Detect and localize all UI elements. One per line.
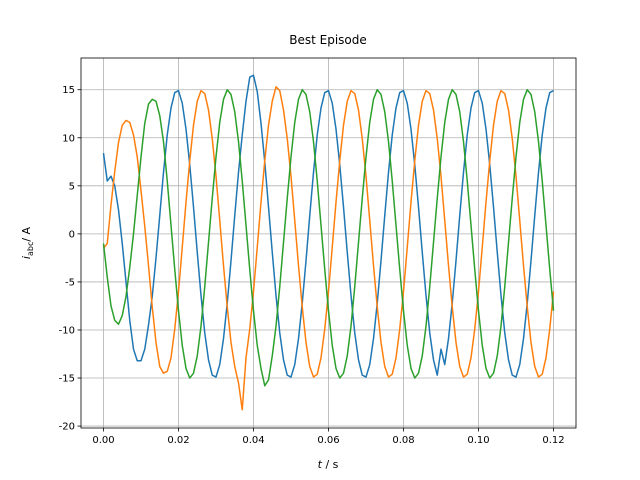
- x-label-unit: / s: [325, 458, 338, 471]
- y-tick-label: 10: [62, 133, 75, 144]
- series-line: [102, 74, 554, 378]
- y-label-subscript: abc: [26, 242, 35, 256]
- x-axis-label: t / s: [318, 458, 339, 471]
- series-line: [102, 88, 555, 387]
- series-line: [102, 86, 555, 411]
- y-tick-label: 5: [69, 181, 75, 192]
- x-tick-label: 0.02: [167, 435, 189, 446]
- x-tick-label: 0.00: [92, 435, 114, 446]
- x-label-symbol: t: [318, 458, 323, 471]
- x-tick-label: 0.06: [317, 435, 339, 446]
- y-axis-label: iabc/ A: [20, 226, 35, 259]
- y-label-symbol: i: [20, 256, 33, 259]
- y-tick-label: 15: [62, 85, 75, 96]
- y-tick-label: -20: [59, 422, 75, 433]
- y-tick-label: 0: [69, 229, 75, 240]
- axes-frame: [80, 57, 577, 429]
- y-tick-label: -15: [59, 374, 75, 385]
- chart-title: Best Episode: [289, 33, 367, 47]
- y-tick-label: -10: [59, 325, 75, 336]
- x-tick-label: 0.04: [242, 435, 264, 446]
- y-label-unit: / A: [20, 226, 33, 241]
- x-tick-label: 0.10: [467, 435, 489, 446]
- x-tick-label: 0.12: [542, 435, 564, 446]
- y-tick-label: -5: [65, 277, 75, 288]
- x-tick-label: 0.08: [392, 435, 414, 446]
